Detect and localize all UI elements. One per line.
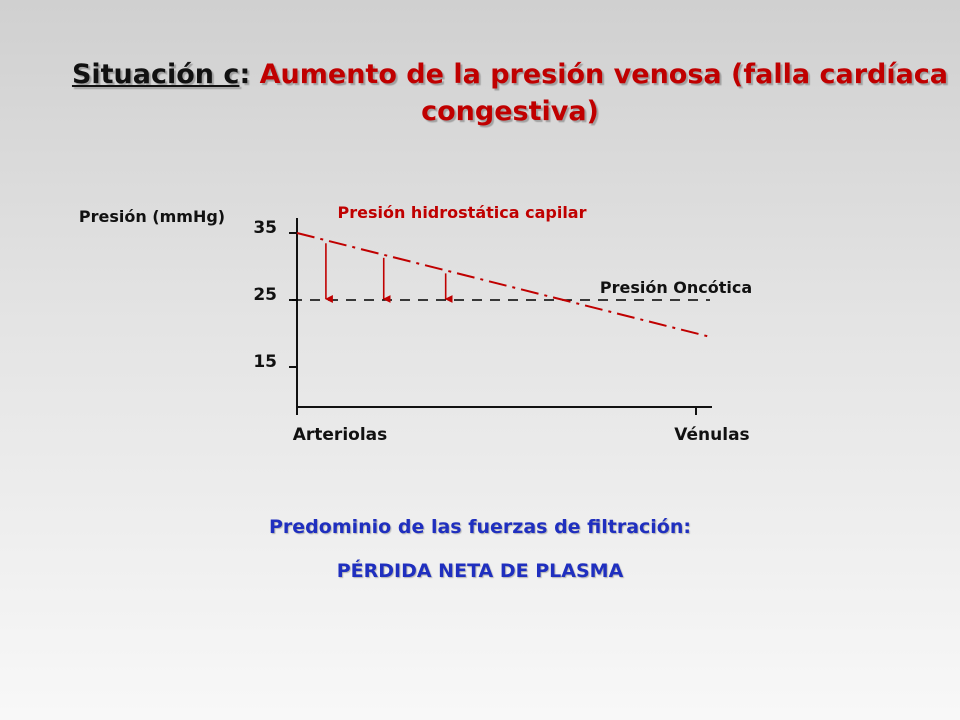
title-situation-label: Situación c (71, 59, 240, 90)
x-category-label-0: Arteriolas (293, 425, 388, 445)
conclusion-line-1: Predominio de las fuerzas de filtración: (269, 516, 691, 538)
y-tick-label-25: 25 (253, 285, 277, 305)
slide-title: Situación c: Aumento de la presión venos… (60, 56, 960, 130)
x-category-label-1: Vénulas (674, 425, 749, 445)
conclusion-line-2: PÉRDIDA NETA DE PLASMA (336, 560, 624, 582)
oncotic-series-label: Presión Oncótica (600, 278, 752, 297)
title-separator: : (239, 59, 251, 90)
hydrostatic-pressure-line (296, 232, 711, 338)
y-tick-label-15: 15 (253, 352, 277, 372)
y-tick-label-35: 35 (253, 218, 277, 238)
title-main-text: Aumento de la presión venosa (falla card… (250, 59, 949, 127)
hydrostatic-series-label: Presión hidrostática capilar (338, 203, 587, 222)
y-axis-label: Presión (mmHg) (79, 207, 225, 226)
